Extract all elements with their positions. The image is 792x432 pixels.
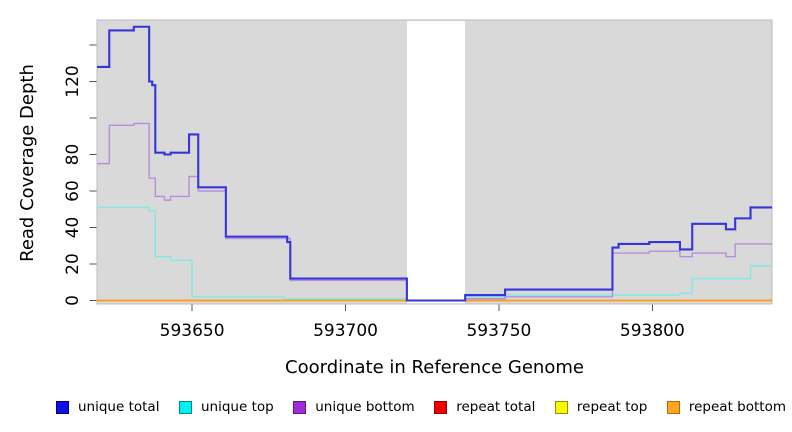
x-axis-tick-label: 593750 [466,321,531,341]
x-axis-title: Coordinate in Reference Genome [285,357,584,378]
legend-swatch-icon [56,400,69,414]
legend-item-label: unique top [201,399,274,415]
coverage-gap-band [406,21,466,304]
y-axis-tick-label: 60 [63,180,83,202]
legend-item-unique-top: unique top [179,399,274,415]
legend-item-label: repeat top [576,399,648,415]
legend-item-label: repeat total [456,399,536,415]
x-axis-tick-label: 593800 [620,321,685,341]
legend-item-unique-bottom: unique bottom [293,399,415,415]
legend-swatch-icon [293,400,307,414]
y-axis-tick-label: 0 [63,295,83,306]
legend-item-unique-total: unique total [56,399,159,415]
legend-swatch-icon [666,400,680,414]
legend: unique total unique top unique bottom repea… [56,396,786,418]
legend-item-label: unique total [78,399,160,415]
y-axis-title: Read Coverage Depth [17,64,38,262]
legend-swatch-icon [179,400,192,414]
legend-swatch-icon [434,400,448,414]
legend-item-label: unique bottom [315,399,415,415]
legend-item-label: repeat bottom [688,399,786,415]
y-axis-tick-label: 20 [63,253,83,275]
plot-area: 593650 593700 593750 593800 0 20 40 60 80 120 [63,19,773,341]
legend-item-repeat-bottom: repeat bottom [666,399,786,415]
x-axis-tick-label: 593700 [313,321,378,341]
legend-item-repeat-top: repeat top [554,399,648,415]
y-axis-tick-label: 120 [63,65,83,97]
y-axis-tick-label: 80 [63,144,83,166]
y-axis-tick-label: 40 [63,217,83,239]
series-unique-total [97,25,772,302]
legend-swatch-icon [554,400,568,414]
legend-item-repeat-total: repeat total [434,399,535,415]
x-axis-tick-label: 593650 [160,321,225,341]
